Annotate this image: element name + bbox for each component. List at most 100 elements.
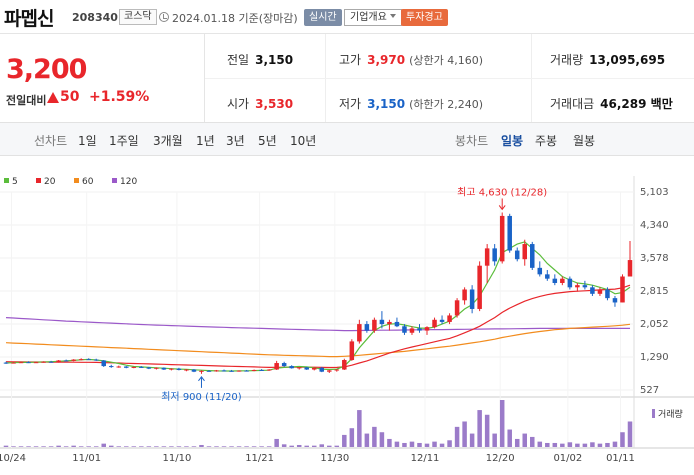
candle-body [41, 361, 46, 363]
volume-bar [108, 445, 114, 447]
candle-body [199, 370, 204, 372]
high-annotation: 최고 4,630 (12/28) [457, 186, 547, 198]
candle-daily[interactable]: 일봉 [501, 134, 524, 148]
current-price: 3,200 [6, 54, 87, 85]
company-overview-label: 기업개요 [350, 12, 387, 23]
candle-body [78, 359, 84, 361]
line-chart-label[interactable]: 선차트 [34, 134, 68, 148]
volume-bar [63, 446, 69, 447]
volume-bar [11, 446, 16, 447]
volume-bar [319, 444, 325, 447]
volume-bar [116, 446, 122, 447]
volume-bar [161, 446, 167, 447]
candle-body [357, 324, 362, 342]
candle-body [169, 368, 174, 370]
volume-bar [424, 443, 430, 447]
stock-header: 파멥신 208340 코스닥 2024.01.18 기준(장마감) 실시간 기업… [0, 0, 694, 34]
candle-body [387, 321, 392, 325]
x-tick-label: 12/11 [411, 453, 440, 464]
volume-bar [191, 446, 197, 447]
x-tick-label: 11/01 [72, 453, 101, 464]
candle-body [597, 289, 603, 294]
candle-body [424, 327, 430, 331]
volume-bar [537, 441, 543, 447]
candle-body [514, 250, 520, 260]
candle-body [379, 319, 385, 325]
stat-high: 고가 3,970 (상한가 4,160) [339, 51, 483, 68]
volume-bar [334, 445, 340, 447]
volume-bar [184, 446, 189, 447]
period-3m[interactable]: 3개월 [153, 134, 183, 148]
candle-body [259, 369, 264, 371]
volume-bar [582, 443, 588, 447]
candlestick-chart: 5 20 60 120 5,103 4,340 3,578 2,815 2,052 1,290 52… [0, 176, 694, 464]
company-overview-dropdown[interactable]: 기업개요 [344, 9, 402, 26]
volume-bar [131, 446, 137, 447]
stat-value: 3,150 [367, 97, 406, 111]
x-tick-label: 11/30 [320, 453, 349, 464]
chart-toolbar: 선차트 1일 1주일 3개월 1년 3년 5년 10년 봉차트 일봉 주봉 월봉 [0, 122, 694, 156]
price-change: 50 [60, 89, 80, 105]
stock-chart: 5 20 60 120 5,103 4,340 3,578 2,815 2,052 1,290 52… [0, 156, 694, 475]
candle-body [402, 326, 407, 333]
candle-chart-label[interactable]: 봉차트 [455, 134, 489, 148]
realtime-button[interactable]: 실시간 [304, 9, 342, 26]
candle-weekly[interactable]: 주봉 [535, 134, 558, 148]
volume-bar [33, 446, 39, 447]
low-arrow-head [198, 376, 205, 382]
volume-bar [545, 442, 550, 447]
candle-body [499, 215, 505, 262]
period-1y[interactable]: 1년 [196, 134, 215, 148]
market-badge: 코스닥 [119, 9, 157, 25]
period-10y[interactable]: 10년 [290, 134, 317, 148]
candle-body [327, 370, 332, 372]
candle-body [432, 319, 437, 328]
volume-bar [484, 414, 490, 447]
candle-body [477, 265, 482, 309]
stat-prev-close: 전일 3,150 [227, 51, 293, 68]
candle-monthly[interactable]: 월봉 [573, 134, 596, 148]
candle-body [184, 369, 189, 371]
volume-bar [372, 426, 377, 447]
investment-warning-badge[interactable]: 투자경고 [401, 9, 448, 26]
volume-bar [552, 442, 558, 447]
period-5y[interactable]: 5년 [258, 134, 277, 148]
candle-body [620, 276, 625, 303]
candle-body [311, 367, 317, 370]
candle-body [296, 367, 302, 369]
candle-body [191, 369, 197, 372]
volume-bar [394, 441, 400, 447]
upper-limit: (상한가 4,160) [409, 54, 483, 67]
volume-bar [154, 446, 159, 447]
y-tick-label: 4,340 [640, 220, 669, 231]
volume-bar [214, 446, 219, 447]
volume-bar [417, 442, 422, 447]
volume-bar [597, 443, 603, 447]
volume-bar [477, 410, 482, 447]
x-tick-label: 01/11 [606, 453, 635, 464]
candle-body [575, 285, 580, 288]
candle-body [537, 267, 543, 275]
candle-body [567, 278, 573, 288]
stat-value: 46,289 백만 [600, 97, 673, 111]
stat-trade-amount: 거래대금 46,289 백만 [550, 95, 673, 112]
legend-swatch-5 [4, 178, 9, 183]
candle-body [417, 328, 422, 331]
candle-body [146, 367, 152, 369]
candle-body [124, 366, 129, 368]
chevron-down-icon [389, 14, 396, 18]
period-3y[interactable]: 3년 [226, 134, 245, 148]
candle-body [545, 274, 550, 279]
volume-bar [409, 441, 415, 447]
period-1d[interactable]: 1일 [78, 134, 97, 148]
candle-body [507, 215, 512, 251]
volume-bar [71, 445, 76, 447]
candle-body [454, 300, 460, 316]
candle-body [627, 260, 633, 277]
volume-bar [492, 433, 497, 447]
period-1w[interactable]: 1주일 [109, 134, 139, 148]
volume-bar [139, 446, 144, 447]
volume-bar [462, 421, 467, 447]
legend-label-60: 60 [82, 177, 94, 187]
candle-body [139, 366, 144, 368]
